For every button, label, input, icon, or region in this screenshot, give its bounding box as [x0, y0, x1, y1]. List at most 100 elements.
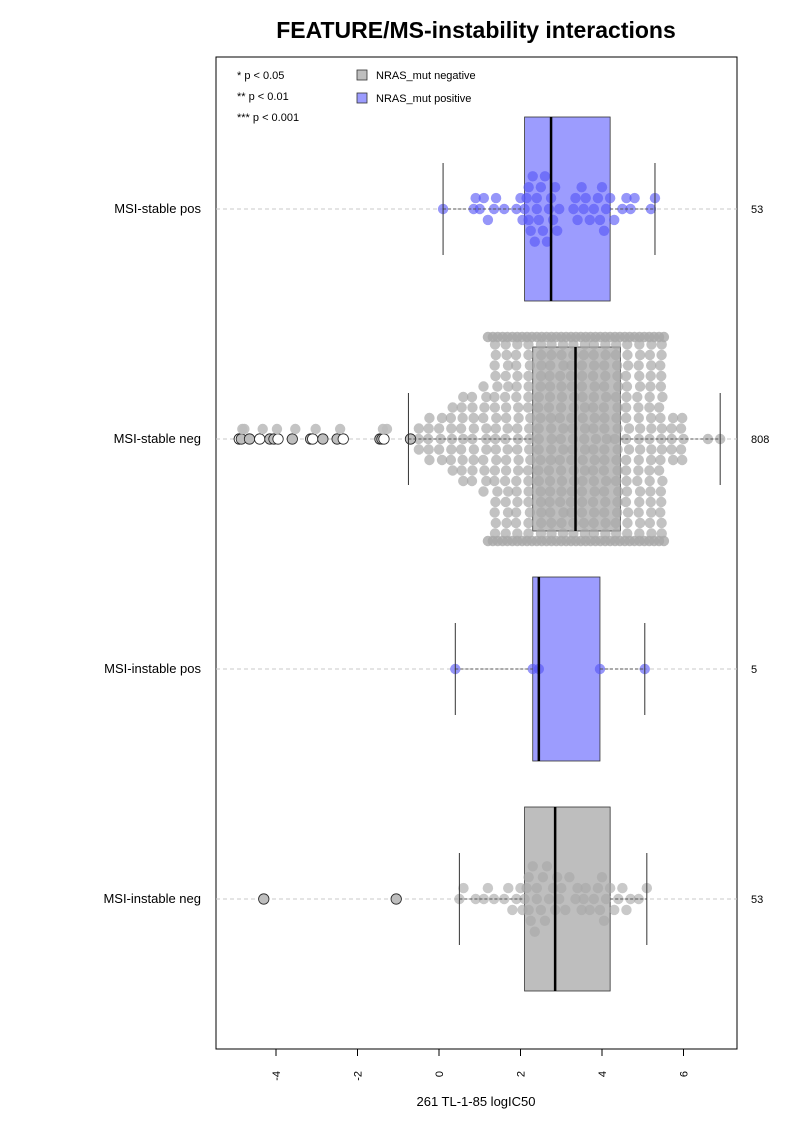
data-point: [468, 412, 479, 424]
outlier-point: [272, 433, 284, 445]
outlier-point: [337, 433, 349, 445]
data-point: [512, 339, 523, 350]
data-point: [533, 402, 544, 413]
data-point: [523, 349, 534, 361]
data-point: [523, 214, 534, 226]
data-point: [677, 454, 688, 466]
data-point: [468, 423, 480, 434]
data-point: [620, 412, 632, 424]
data-point: [609, 904, 620, 916]
data-point: [490, 349, 502, 361]
data-point: [511, 203, 522, 215]
data-point: [612, 465, 623, 476]
data-point: [587, 496, 599, 508]
data-point: [564, 872, 575, 883]
data-point: [544, 475, 556, 487]
data-point: [490, 496, 501, 508]
data-point: [500, 496, 511, 508]
data-point: [578, 517, 589, 529]
data-point: [512, 496, 523, 508]
data-point: [531, 893, 542, 905]
data-point: [646, 423, 657, 434]
data-point: [611, 412, 622, 424]
data-point: [658, 535, 670, 547]
data-point: [470, 192, 481, 204]
data-point: [522, 402, 534, 413]
data-point: [600, 370, 611, 382]
data-point: [578, 349, 589, 361]
data-point: [592, 882, 604, 894]
data-point: [436, 454, 448, 466]
data-point: [510, 507, 522, 518]
data-point: [558, 507, 569, 518]
data-point: [621, 486, 633, 497]
data-point: [632, 391, 643, 403]
outlier-point: [334, 423, 346, 435]
data-point: [458, 882, 469, 894]
data-point: [529, 236, 540, 247]
data-point: [658, 331, 670, 343]
data-point: [535, 412, 546, 424]
data-point: [523, 486, 534, 497]
data-point: [507, 904, 518, 916]
data-point: [588, 391, 600, 403]
data-point: [584, 214, 595, 226]
data-point: [568, 517, 579, 529]
data-point: [501, 349, 512, 361]
legend-swatch: [356, 69, 368, 81]
data-point: [501, 517, 512, 529]
data-point: [446, 423, 457, 434]
data-point: [468, 444, 480, 455]
data-point: [633, 454, 644, 466]
data-point: [675, 444, 687, 455]
data-point: [522, 465, 534, 476]
x-tick-label: 2: [516, 1071, 528, 1077]
data-point: [424, 454, 435, 466]
data-point: [500, 454, 512, 466]
data-point: [446, 433, 458, 445]
data-point: [599, 507, 610, 518]
data-point: [502, 423, 513, 434]
data-point: [633, 507, 644, 518]
data-point: [644, 349, 656, 361]
data-point: [634, 517, 646, 529]
data-point: [675, 423, 687, 434]
data-point: [533, 391, 545, 403]
data-point: [490, 370, 501, 382]
data-point: [600, 475, 612, 487]
data-point: [478, 893, 490, 905]
data-point: [521, 192, 532, 204]
data-point: [600, 339, 611, 350]
data-point: [644, 465, 655, 476]
data-point: [489, 475, 500, 487]
data-point: [481, 475, 492, 487]
data-point: [666, 423, 677, 434]
data-point: [656, 444, 668, 455]
data-point: [588, 349, 599, 361]
data-point: [566, 454, 577, 466]
data-point: [478, 486, 489, 497]
data-point: [620, 402, 632, 413]
data-point: [579, 444, 591, 455]
data-point: [632, 475, 643, 487]
data-point: [500, 465, 512, 476]
data-point: [488, 893, 500, 905]
data-point: [596, 182, 608, 193]
data-point: [576, 507, 588, 518]
data-point: [489, 402, 501, 413]
data-point: [447, 465, 458, 476]
data-point: [558, 423, 569, 434]
data-point: [446, 444, 457, 455]
data-point: [610, 391, 622, 403]
data-point: [545, 507, 556, 518]
data-point: [600, 349, 611, 361]
data-point: [570, 192, 581, 204]
data-point: [594, 214, 606, 226]
data-point: [523, 475, 534, 487]
data-point: [599, 360, 610, 371]
data-point: [599, 423, 610, 434]
data-point: [536, 507, 547, 518]
data-point: [523, 496, 534, 508]
data-point: [612, 370, 623, 382]
